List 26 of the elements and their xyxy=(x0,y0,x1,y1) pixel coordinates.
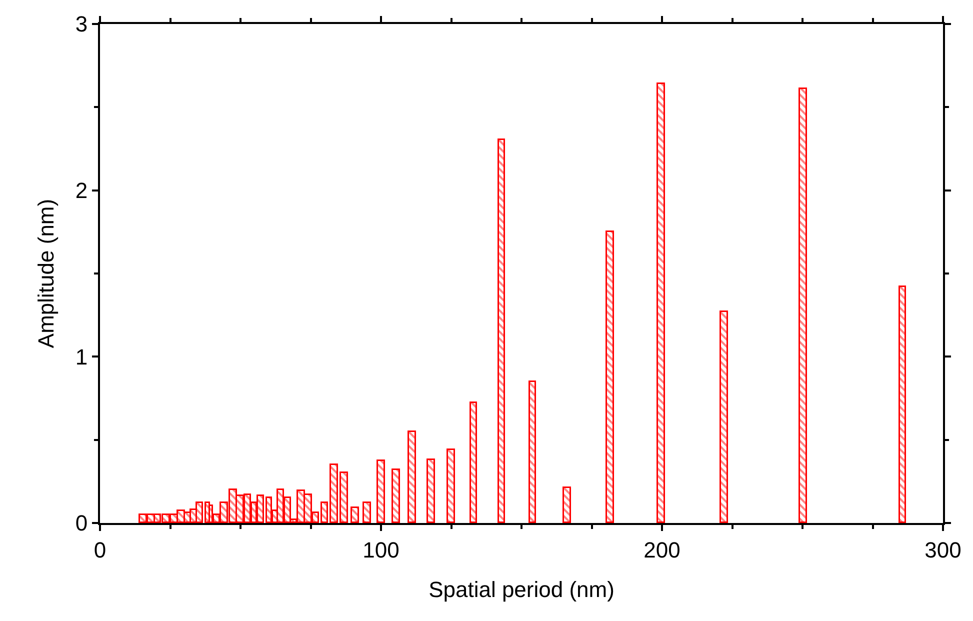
y-tick-label: 3 xyxy=(75,12,88,37)
bar xyxy=(656,82,665,523)
y-tick-label: 0 xyxy=(75,510,88,536)
bar xyxy=(528,380,536,523)
x-tick-label: 200 xyxy=(644,537,680,562)
y-tick-label: 1 xyxy=(75,344,88,370)
x-tick-label: 0 xyxy=(94,537,106,562)
bar xyxy=(408,430,416,523)
x-tick-label: 100 xyxy=(362,537,400,562)
bar xyxy=(562,486,571,523)
bar xyxy=(798,88,807,523)
bar xyxy=(350,506,359,523)
x-axis-title: Spatial period (nm) xyxy=(428,576,614,602)
bar xyxy=(898,286,906,523)
bar xyxy=(376,460,385,523)
bar xyxy=(362,502,371,523)
bar xyxy=(446,448,455,523)
bar xyxy=(720,310,728,523)
x-tick-label: 300 xyxy=(924,537,962,562)
bar xyxy=(392,468,400,523)
bar xyxy=(498,138,505,523)
y-axis-title: Amplitude (nm) xyxy=(34,198,59,348)
y-tick-label: 2 xyxy=(75,178,88,204)
bar xyxy=(470,402,477,523)
bar xyxy=(606,230,614,523)
bar xyxy=(426,458,435,523)
